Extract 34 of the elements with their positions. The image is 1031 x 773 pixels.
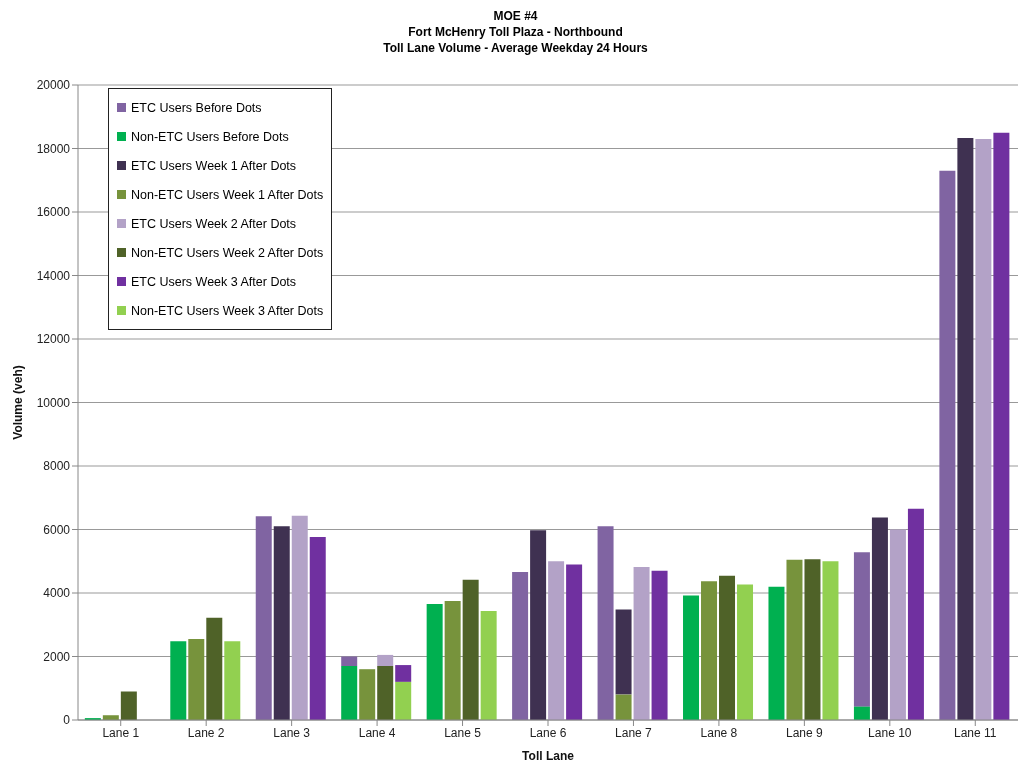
legend-label: Non-ETC Users Before Dots bbox=[131, 129, 289, 144]
y-tick-label: 8000 bbox=[43, 459, 71, 474]
chart-title: MOE #4 bbox=[492, 8, 539, 24]
y-tick-label: 12000 bbox=[36, 332, 71, 347]
legend-label: ETC Users Week 2 After Dots bbox=[131, 216, 297, 231]
legend-label: Non-ETC Users Week 3 After Dots bbox=[131, 303, 324, 318]
x-tick-label: Lane 4 bbox=[358, 725, 396, 740]
x-tick-label: Lane 8 bbox=[700, 725, 738, 740]
x-tick-label: Lane 9 bbox=[786, 725, 824, 740]
x-tick-label: Lane 6 bbox=[529, 725, 567, 740]
y-tick-label: 18000 bbox=[36, 141, 71, 156]
y-tick-label: 10000 bbox=[36, 395, 71, 410]
y-axis-title: Volume (veh) bbox=[11, 365, 26, 440]
legend-label: ETC Users Before Dots bbox=[131, 100, 262, 115]
y-tick-label: 4000 bbox=[43, 586, 71, 601]
x-tick-label: Lane 10 bbox=[868, 725, 912, 740]
x-tick-label: Lane 5 bbox=[444, 725, 482, 740]
legend-label: Non-ETC Users Week 1 After Dots bbox=[131, 187, 324, 202]
legend-label: ETC Users Week 3 After Dots bbox=[131, 274, 297, 289]
x-tick-label: Lane 1 bbox=[102, 725, 140, 740]
y-tick-label: 6000 bbox=[43, 522, 71, 537]
legend-label: ETC Users Week 1 After Dots bbox=[131, 158, 297, 173]
chart-subtitle: Fort McHenry Toll Plaza - Northbound Toll Lane Volume - Average Weekday 24 Hours bbox=[382, 24, 649, 56]
x-axis-title: Toll Lane bbox=[522, 749, 575, 763]
x-tick-label: Lane 3 bbox=[273, 725, 311, 740]
y-tick-label: 16000 bbox=[36, 205, 71, 220]
y-tick-label: 14000 bbox=[36, 268, 71, 283]
x-tick-label: Lane 7 bbox=[615, 725, 653, 740]
x-tick-label: Lane 11 bbox=[954, 725, 997, 740]
y-tick-label: 0 bbox=[63, 713, 71, 728]
x-tick-label: Lane 2 bbox=[187, 725, 225, 740]
legend-label: Non-ETC Users Week 2 After Dots bbox=[131, 245, 324, 260]
y-tick-label: 20000 bbox=[36, 78, 71, 93]
y-tick-label: 2000 bbox=[43, 649, 71, 664]
